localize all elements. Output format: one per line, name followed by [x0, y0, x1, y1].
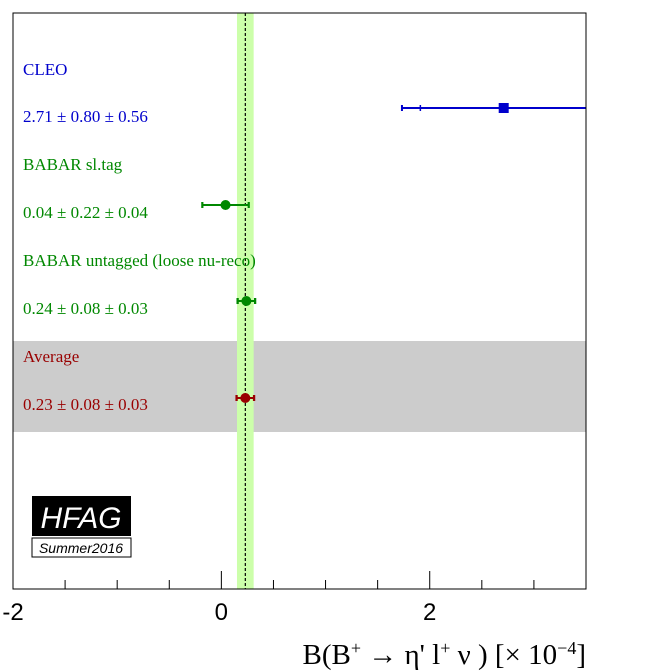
logo-main-text: HFAG: [40, 502, 121, 535]
measurement-result: 0.24 ± 0.08 ± 0.03: [23, 299, 148, 318]
measurement-result: 0.23 ± 0.08 ± 0.03: [23, 395, 148, 414]
central-value-marker: [498, 103, 509, 113]
measurement-result: 0.04 ± 0.22 ± 0.04: [23, 203, 148, 222]
measurement-babar-sl-tag: BABAR sl.tag 0.04 ± 0.22 ± 0.04: [23, 155, 250, 222]
measurement-result: 2.71 ± 0.80 ± 0.56: [23, 107, 148, 126]
measurement-babar-untagged-loose-nu-reco: BABAR untagged (loose nu-reco) 0.24 ± 0.0…: [23, 251, 257, 318]
tick-label: 2: [423, 599, 436, 626]
tick-label: 0: [215, 599, 228, 626]
x-axis-ticks: -2 0 2: [2, 571, 587, 626]
logo-sub-text: Summer2016: [39, 540, 123, 556]
central-value-marker: [220, 200, 231, 210]
measurement-name: CLEO: [23, 60, 67, 79]
average-row-background: [13, 341, 586, 432]
measurements: CLEO 2.71 ± 0.80 ± 0.56 BABAR sl.tag 0.04 ±…: [23, 60, 586, 414]
measurement-name: BABAR sl.tag: [23, 155, 123, 174]
measurement-cleo: CLEO 2.71 ± 0.80 ± 0.56: [23, 60, 586, 126]
measurement-average: Average 0.23 ± 0.08 ± 0.03: [23, 347, 256, 414]
measurement-name: BABAR untagged (loose nu-reco): [23, 251, 256, 270]
central-value-marker: [241, 296, 252, 306]
x-axis-title: B(B+ → η' l+ ν ) [× 10−4]: [303, 638, 586, 671]
central-value-marker: [240, 393, 251, 403]
logo-box: [32, 496, 131, 536]
hfag-logo: HFAG Summer2016: [31, 496, 132, 558]
tick-label: -2: [2, 599, 23, 626]
measurement-name: Average: [23, 347, 79, 366]
plot-frame: [12, 12, 587, 590]
logo-sub-box: [31, 537, 132, 558]
